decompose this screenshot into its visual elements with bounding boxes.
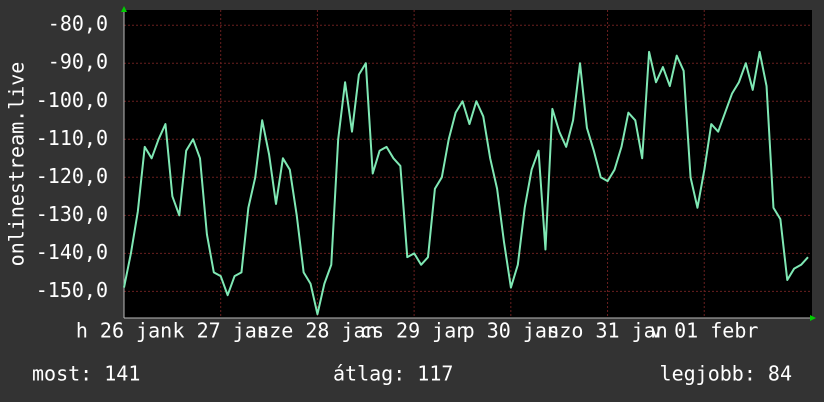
y-tick-label: -90,0 <box>48 50 108 74</box>
y-axis-label: onlinestream.live <box>5 62 29 267</box>
data-line <box>123 50 809 316</box>
footer-best: legjobb: 84 <box>660 362 792 386</box>
x-tick-label: v 01 febr <box>650 319 758 343</box>
x-tick-label: sze 28 jan <box>257 319 377 343</box>
y-tick-label: -80,0 <box>48 12 108 36</box>
y-tick-label: -110,0 <box>36 126 108 150</box>
x-tick-label: h 26 jan <box>76 319 172 343</box>
x-arrow <box>810 315 816 321</box>
x-tick-label: k 27 jan <box>173 319 269 343</box>
footer-average: átlag: 117 <box>333 362 453 386</box>
x-tick-label: p 30 jan <box>463 319 559 343</box>
y-arrow <box>121 6 127 12</box>
x-tick-label: cs 29 jan <box>360 319 468 343</box>
x-tick-label: szo 31 jan <box>547 319 667 343</box>
plot-area <box>124 10 812 318</box>
y-tick-label: -140,0 <box>36 240 108 264</box>
y-tick-label: -100,0 <box>36 88 108 112</box>
y-tick-label: -150,0 <box>36 278 108 302</box>
footer-current: most: 141 <box>32 362 140 386</box>
y-tick-label: -120,0 <box>36 164 108 188</box>
y-tick-label: -130,0 <box>36 202 108 226</box>
